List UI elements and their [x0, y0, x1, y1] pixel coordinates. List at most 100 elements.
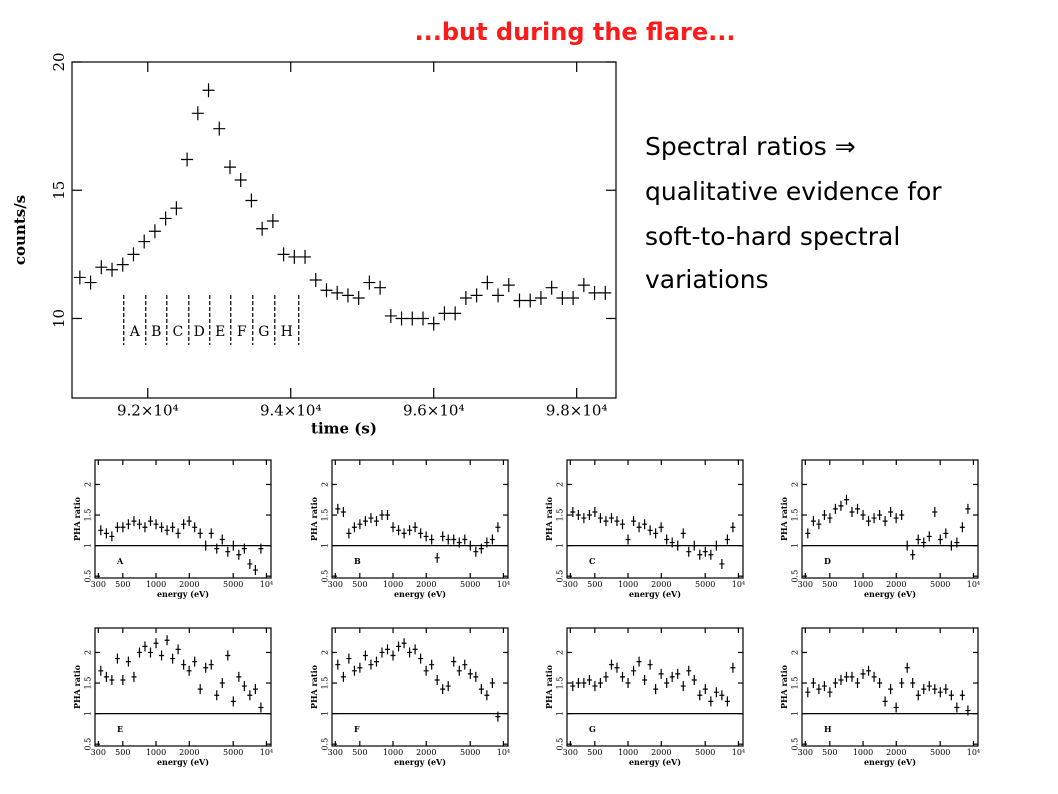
- y-tick-label: 1: [84, 543, 93, 548]
- data-point: [396, 641, 402, 652]
- interval-label: B: [151, 324, 161, 340]
- data-point: [614, 662, 620, 673]
- data-point: [256, 221, 269, 236]
- data-point: [223, 160, 236, 175]
- data-point: [481, 275, 494, 290]
- data-point: [148, 224, 161, 239]
- data-point: [368, 513, 374, 524]
- data-point: [170, 201, 183, 216]
- x-tick-label: 10⁴: [260, 748, 273, 757]
- data-point: [106, 262, 119, 277]
- data-point: [708, 696, 714, 707]
- x-tick-label: 5000: [695, 580, 715, 589]
- data-point: [866, 665, 872, 676]
- data-point: [608, 513, 614, 524]
- x-tick-label: 2000: [886, 580, 906, 589]
- data-point: [954, 537, 960, 548]
- data-point: [451, 656, 457, 667]
- x-tick-label: 9.4×10⁴: [260, 402, 322, 420]
- data-point: [192, 656, 198, 667]
- y-axis-label: PHA ratio: [544, 664, 554, 709]
- data-point: [631, 665, 637, 676]
- y-axis-label: PHA ratio: [544, 496, 554, 541]
- data-point: [203, 662, 209, 673]
- data-point: [965, 503, 971, 514]
- plot-frame: [566, 459, 744, 579]
- data-point: [680, 528, 686, 539]
- data-point: [577, 278, 590, 293]
- x-tick-label: 300: [798, 580, 813, 589]
- x-tick-label: 300: [563, 748, 578, 757]
- data-point: [664, 534, 670, 545]
- data-point: [116, 257, 129, 272]
- data-point: [320, 283, 333, 298]
- data-point: [373, 656, 379, 667]
- data-point: [959, 690, 965, 701]
- y-axis-label: counts/s: [11, 195, 29, 265]
- data-point: [467, 540, 473, 551]
- data-point: [186, 665, 192, 676]
- data-point: [416, 311, 429, 326]
- data-point: [838, 674, 844, 685]
- data-point: [335, 659, 341, 670]
- data-point: [581, 678, 587, 689]
- y-tick-label: 0.5: [556, 570, 565, 583]
- x-axis-label: energy (eV): [629, 589, 681, 599]
- data-point: [147, 647, 153, 658]
- data-point: [592, 506, 598, 517]
- plot-frame: [94, 459, 272, 579]
- data-point: [412, 522, 418, 533]
- data-point: [805, 528, 811, 539]
- data-point: [236, 671, 242, 682]
- data-point: [545, 280, 558, 295]
- data-point: [368, 659, 374, 670]
- x-tick-label: 5000: [930, 580, 950, 589]
- x-axis-label: energy (eV): [394, 589, 446, 599]
- x-axis-label: time (s): [311, 420, 377, 438]
- data-point: [136, 519, 142, 530]
- data-point: [708, 549, 714, 560]
- data-point: [821, 510, 827, 521]
- data-point: [959, 522, 965, 533]
- data-point: [438, 306, 451, 321]
- plot-frame: [94, 627, 272, 747]
- x-axis-label: energy (eV): [864, 589, 916, 599]
- data-point: [225, 546, 231, 557]
- data-point: [462, 534, 468, 545]
- y-tick-label: 10: [50, 309, 68, 328]
- y-tick-label: 1: [791, 711, 800, 716]
- x-tick-label: 500: [115, 580, 130, 589]
- data-point: [170, 653, 176, 664]
- interval-label: G: [258, 324, 269, 340]
- data-point: [854, 503, 860, 514]
- x-tick-label: 300: [328, 748, 343, 757]
- interval-label: A: [129, 324, 141, 340]
- x-tick-label: 1000: [146, 580, 166, 589]
- data-point: [241, 681, 247, 692]
- panel-label: F: [354, 724, 360, 734]
- y-tick-label: 0.5: [791, 570, 800, 583]
- x-axis-label: energy (eV): [157, 757, 209, 767]
- data-point: [597, 678, 603, 689]
- data-point: [192, 522, 198, 533]
- data-point: [810, 516, 816, 527]
- data-point: [340, 671, 346, 682]
- data-point: [434, 674, 440, 685]
- data-point: [136, 647, 142, 658]
- x-tick-label: 2000: [651, 748, 671, 757]
- data-point: [943, 684, 949, 695]
- data-point: [719, 558, 725, 569]
- data-point: [384, 308, 397, 323]
- x-tick-label: 9.6×10⁴: [403, 402, 465, 420]
- interval-label: H: [281, 324, 293, 340]
- data-point: [478, 684, 484, 695]
- x-tick-label: 10⁴: [732, 580, 745, 589]
- x-tick-label: 300: [91, 748, 106, 757]
- data-point: [965, 705, 971, 716]
- data-point: [697, 549, 703, 560]
- data-point: [362, 516, 368, 527]
- data-point: [816, 684, 822, 695]
- data-point: [904, 540, 910, 551]
- data-point: [877, 678, 883, 689]
- data-point: [407, 525, 413, 536]
